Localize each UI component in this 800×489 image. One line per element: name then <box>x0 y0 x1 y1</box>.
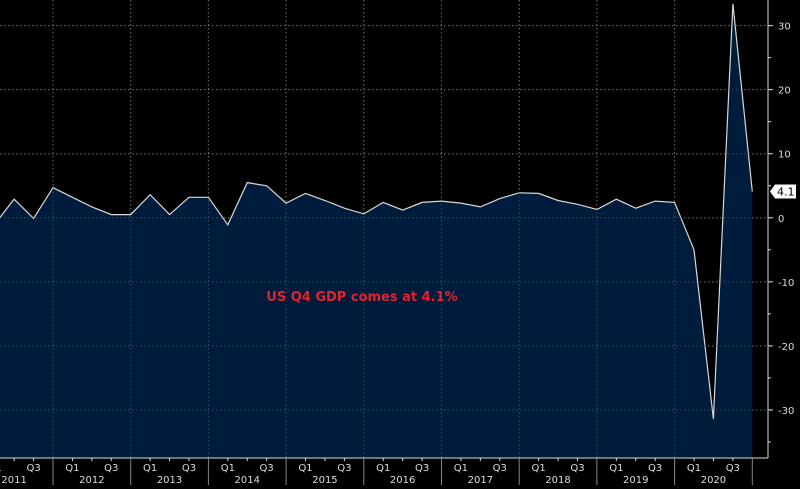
quarter-label: Q1 <box>0 463 2 474</box>
year-label: 2020 <box>701 475 726 485</box>
quarter-label: Q3 <box>104 463 118 474</box>
quarter-label: Q1 <box>532 463 546 474</box>
quarter-label: Q1 <box>221 463 235 474</box>
year-label: 2015 <box>312 475 337 485</box>
year-label: 2013 <box>157 475 182 485</box>
last-value-text: 4.1 <box>777 186 795 199</box>
quarter-label: Q3 <box>337 463 351 474</box>
quarter-label: Q3 <box>726 463 740 474</box>
year-label: 2017 <box>468 475 493 485</box>
quarter-label: Q1 <box>298 463 312 474</box>
quarter-label: Q3 <box>648 463 662 474</box>
y-tick-label: 30 <box>778 22 791 33</box>
y-tick-label: -30 <box>778 406 794 417</box>
year-label: 2011 <box>1 475 26 485</box>
year-label: 2012 <box>79 475 104 485</box>
y-tick-label: 10 <box>778 150 791 161</box>
quarter-label: Q1 <box>454 463 468 474</box>
quarter-label: Q3 <box>182 463 196 474</box>
year-label: 2018 <box>545 475 570 485</box>
quarter-label: Q1 <box>609 463 623 474</box>
year-label: 2016 <box>390 475 415 485</box>
quarter-label: Q3 <box>570 463 584 474</box>
y-tick-label: -10 <box>778 278 794 289</box>
y-tick-label: 0 <box>778 214 784 225</box>
last-value-label: 4.1 <box>770 185 796 199</box>
quarter-label: Q3 <box>260 463 274 474</box>
annotation-text: US Q4 GDP comes at 4.1% <box>266 290 457 305</box>
year-label: 2019 <box>623 475 648 485</box>
quarter-label: Q3 <box>26 463 40 474</box>
quarter-label: Q1 <box>143 463 157 474</box>
year-label: 2014 <box>235 475 260 485</box>
y-tick-label: 20 <box>778 86 791 97</box>
quarter-label: Q1 <box>376 463 390 474</box>
quarter-label: Q1 <box>65 463 79 474</box>
quarter-label: Q3 <box>415 463 429 474</box>
quarter-label: Q1 <box>687 463 701 474</box>
y-tick-label: -20 <box>778 342 794 353</box>
quarter-label: Q3 <box>493 463 507 474</box>
